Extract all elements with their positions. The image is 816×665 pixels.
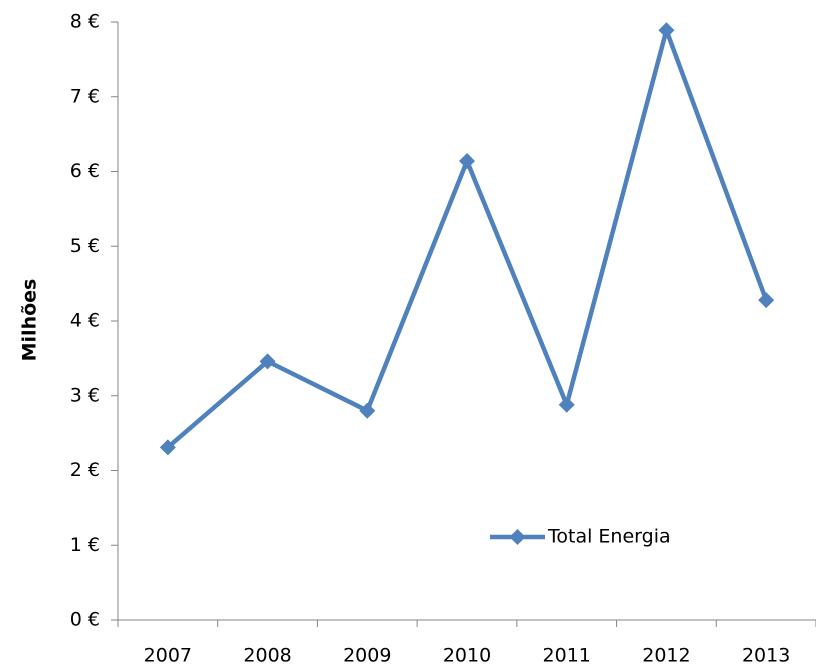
y-tick-label: 8 € bbox=[70, 11, 100, 33]
legend-label: Total Energia bbox=[547, 526, 671, 548]
x-tick-label: 2011 bbox=[543, 645, 591, 665]
legend-marker bbox=[509, 529, 526, 545]
y-tick-label: 7 € bbox=[70, 85, 100, 107]
y-tick-label: 2 € bbox=[70, 459, 100, 481]
marker bbox=[259, 353, 276, 370]
x-tick-label: 2009 bbox=[343, 645, 391, 665]
marker bbox=[558, 396, 575, 413]
y-tick-label: 3 € bbox=[70, 384, 100, 406]
marker bbox=[758, 292, 775, 309]
marker bbox=[159, 439, 176, 456]
x-tick-label: 2008 bbox=[243, 645, 291, 665]
y-axis-label: Milhões bbox=[19, 279, 41, 362]
marker bbox=[658, 22, 675, 39]
y-tick-label: 6 € bbox=[70, 160, 100, 182]
marker bbox=[459, 153, 475, 170]
series-line bbox=[166, 27, 769, 450]
y-tick-label: 4 € bbox=[70, 310, 100, 332]
x-tick-label: 2012 bbox=[642, 645, 690, 665]
y-tick-label: 0 € bbox=[70, 609, 100, 631]
y-tick-label: 5 € bbox=[70, 235, 100, 257]
y-tick-label: 1 € bbox=[70, 534, 100, 556]
x-tick-label: 2013 bbox=[742, 645, 790, 665]
x-tick-label: 2010 bbox=[443, 645, 491, 665]
marker bbox=[359, 402, 376, 419]
x-tick-label: 2007 bbox=[144, 645, 192, 665]
